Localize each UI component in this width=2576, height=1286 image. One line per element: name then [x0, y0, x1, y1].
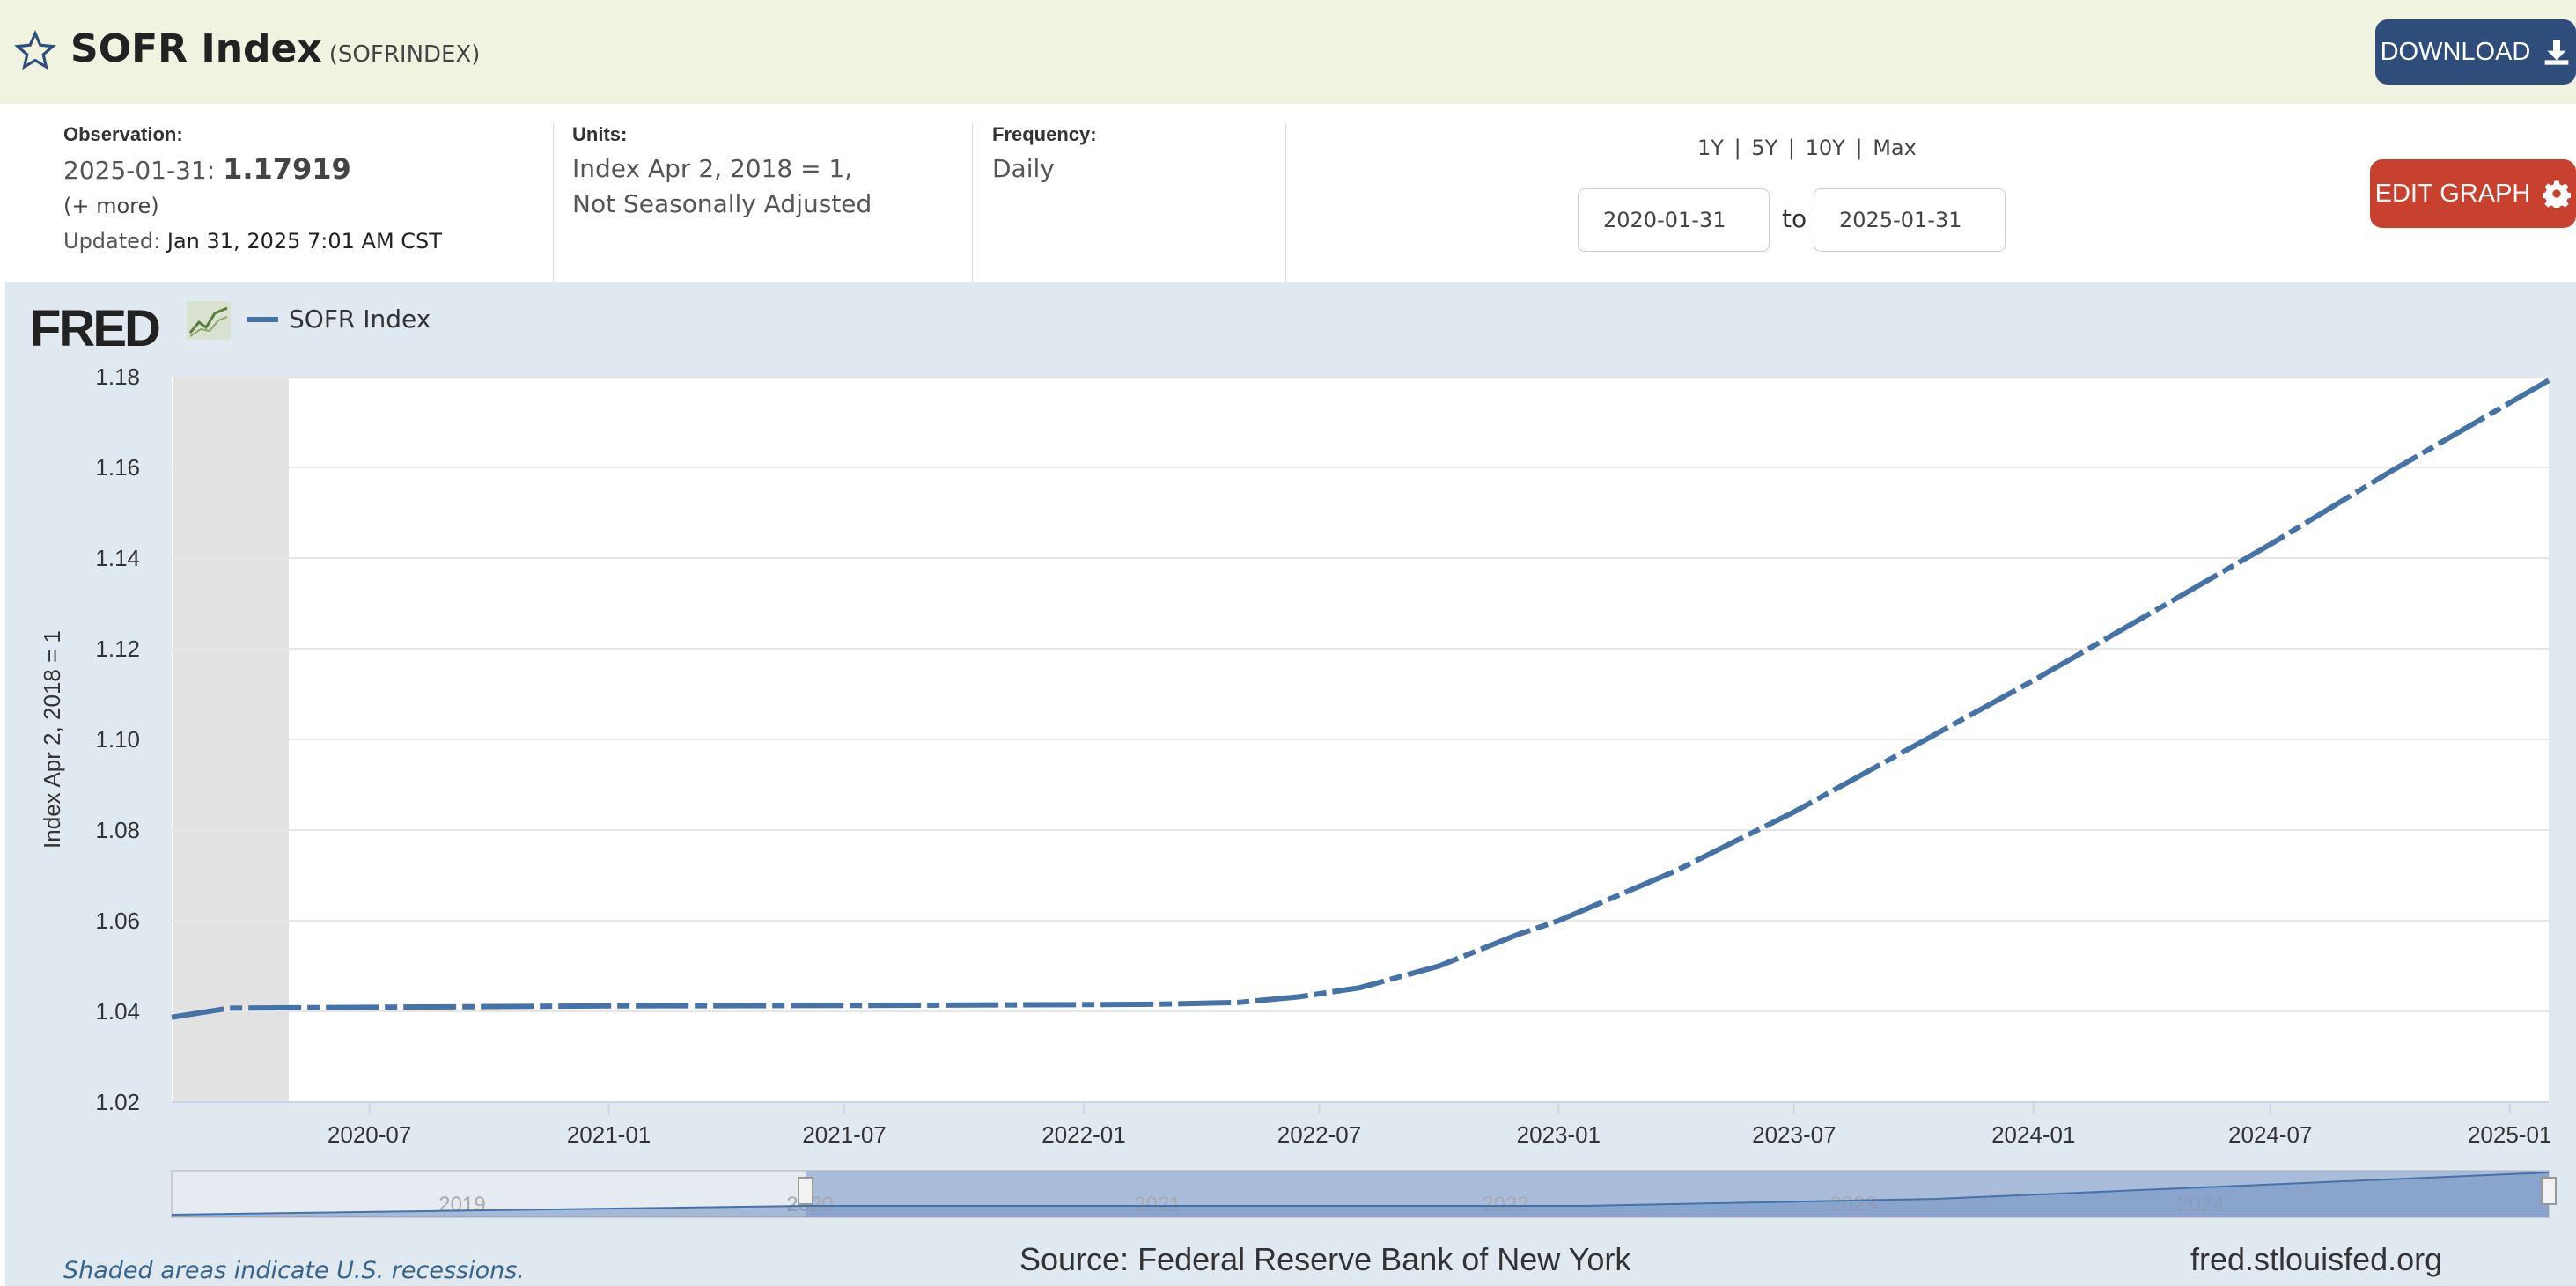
observation-date: 2025-01-31:	[63, 156, 216, 185]
observation-label: Observation:	[63, 123, 183, 145]
star-icon[interactable]	[14, 30, 56, 72]
navigator-handle[interactable]	[798, 1177, 813, 1205]
x-tick-label: 2022-01	[1041, 1121, 1125, 1148]
x-tick-label: 2023-01	[1517, 1121, 1601, 1148]
observation-value: 1.17919	[223, 152, 351, 186]
frequency-label: Frequency:	[992, 123, 1097, 145]
range-separator: |	[1733, 136, 1741, 160]
divider	[972, 123, 973, 282]
range-10y[interactable]: 10Y	[1805, 136, 1845, 160]
chart-legend: SOFR Index	[247, 305, 431, 334]
legend-label: SOFR Index	[289, 305, 431, 334]
y-tick-label: 1.14	[95, 545, 140, 571]
line-chart-icon	[187, 301, 231, 340]
x-tick-label: 2023-07	[1752, 1121, 1836, 1148]
units-line-2: Not Seasonally Adjusted	[572, 189, 872, 218]
navigator-line	[171, 1172, 2550, 1216]
range-selector: 1Y | 5Y | 10Y | Max	[1696, 136, 1918, 160]
site-label: fred.stlouisfed.org	[2190, 1241, 2443, 1277]
x-tick-label: 2020-07	[328, 1121, 411, 1148]
updated-label: Updated:	[63, 229, 161, 254]
legend-swatch	[247, 316, 278, 322]
to-label: to	[1782, 204, 1807, 233]
x-tick-label: 2024-01	[1991, 1121, 2075, 1148]
more-link[interactable]: (+ more)	[63, 194, 159, 218]
frequency-value: Daily	[992, 154, 1055, 183]
edit-graph-label: EDIT GRAPH	[2374, 179, 2531, 208]
series-code: (SOFRINDEX)	[328, 41, 481, 68]
range-1y[interactable]: 1Y	[1697, 136, 1724, 160]
end-date-input[interactable]: 2025-01-31	[1814, 188, 2006, 252]
source-label: Source: Federal Reserve Bank of New York	[1019, 1241, 1631, 1277]
updated-value: Jan 31, 2025 7:01 AM CST	[166, 229, 442, 254]
observation-block: Observation: 2025-01-31: 1.17919 (+ more…	[63, 123, 442, 259]
units-block: Units: Index Apr 2, 2018 = 1, Not Season…	[572, 123, 872, 222]
y-tick-label: 1.04	[95, 998, 140, 1025]
recession-note: Shaded areas indicate U.S. recessions.	[63, 1257, 525, 1284]
page-title: SOFR Index (SOFRINDEX)	[70, 26, 480, 71]
y-tick-label: 1.06	[95, 908, 140, 934]
frequency-block: Frequency: Daily	[992, 123, 1097, 187]
fred-logo: FRED	[30, 300, 161, 357]
y-tick-label: 1.12	[95, 636, 140, 662]
divider	[553, 123, 554, 282]
y-tick-label: 1.18	[95, 364, 140, 390]
download-button[interactable]: DOWNLOAD	[2375, 19, 2576, 85]
gear-icon	[2543, 180, 2572, 208]
start-date-input[interactable]: 2020-01-31	[1578, 188, 1770, 252]
title-bar: SOFR Index (SOFRINDEX) DOWNLOAD	[0, 0, 2576, 104]
series-metadata: Observation: 2025-01-31: 1.17919 (+ more…	[0, 104, 2576, 282]
download-label: DOWNLOAD	[2380, 37, 2531, 66]
x-tick-label: 2021-07	[802, 1121, 886, 1148]
range-max[interactable]: Max	[1873, 136, 1917, 160]
edit-graph-button[interactable]: EDIT GRAPH	[2370, 159, 2576, 228]
series-title: SOFR Index	[70, 26, 322, 71]
range-separator: |	[1855, 136, 1863, 160]
x-tick-label: 2022-07	[1277, 1121, 1361, 1148]
x-tick-label: 2024-07	[2228, 1121, 2312, 1148]
range-5y[interactable]: 5Y	[1751, 136, 1778, 160]
y-tick-label: 1.16	[95, 454, 140, 481]
divider	[1285, 123, 1286, 282]
range-separator: |	[1787, 136, 1795, 160]
x-tick-label: 2021-01	[567, 1121, 651, 1148]
units-line-1: Index Apr 2, 2018 = 1,	[572, 154, 853, 183]
x-tick-label: 2025-01	[2468, 1121, 2551, 1148]
y-tick-label: 1.02	[95, 1089, 140, 1115]
y-tick-label: 1.10	[95, 726, 140, 753]
y-axis-label: Index Apr 2, 2018 = 1	[39, 630, 65, 849]
navigator-area	[172, 1172, 2549, 1217]
download-icon	[2545, 40, 2569, 65]
navigator-handle[interactable]	[2541, 1177, 2557, 1205]
units-label: Units:	[572, 123, 628, 145]
y-tick-label: 1.08	[95, 817, 140, 843]
series-line	[171, 378, 2550, 1020]
